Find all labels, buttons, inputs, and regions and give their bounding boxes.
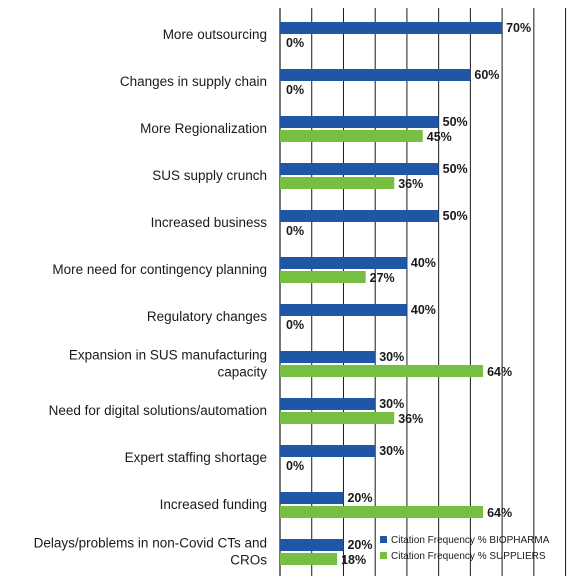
bar-biopharma [280, 304, 407, 316]
category-label-line: SUS supply crunch [152, 168, 267, 183]
category-label-line: Increased funding [160, 497, 267, 512]
bar-biopharma [280, 257, 407, 269]
value-label-biopharma: 50% [443, 162, 468, 176]
category-label: Expert staffing shortage [125, 450, 267, 465]
category-label-line: Regulatory changes [147, 309, 267, 324]
value-label-suppliers: 0% [286, 318, 304, 332]
legend: Citation Frequency % BIOPHARMA Citation … [380, 535, 550, 562]
labels: 70% 0% More outsourcing 60% 0% Changes in sup… [34, 21, 532, 568]
category-label-line: More Regionalization [140, 121, 267, 136]
bar-biopharma [280, 116, 439, 128]
bar-suppliers [280, 271, 366, 283]
value-label-biopharma: 40% [411, 303, 436, 317]
value-label-suppliers: 36% [398, 412, 423, 426]
value-label-suppliers: 0% [286, 459, 304, 473]
gridlines [279, 8, 567, 576]
bar-suppliers [280, 177, 395, 189]
value-label-suppliers: 0% [286, 224, 304, 238]
value-label-suppliers: 36% [398, 177, 423, 191]
bar-biopharma [280, 398, 376, 410]
category-label: SUS supply crunch [152, 168, 267, 183]
value-label-biopharma: 70% [506, 21, 531, 35]
category-label-line: capacity [217, 365, 267, 380]
legend-label-suppliers: Citation Frequency % SUPPLIERS [391, 551, 546, 562]
bar-biopharma [280, 492, 344, 504]
value-label-suppliers: 18% [341, 553, 366, 567]
bar-suppliers [280, 365, 484, 377]
bar-suppliers [280, 506, 484, 518]
value-label-biopharma: 50% [443, 115, 468, 129]
bar-biopharma [280, 163, 439, 175]
bars [280, 22, 503, 565]
category-label-line: More need for contingency planning [52, 262, 267, 277]
category-label: Expansion in SUS manufacturing capacity [69, 348, 267, 380]
value-label-suppliers: 45% [427, 130, 452, 144]
category-label-line: Expert staffing shortage [125, 450, 267, 465]
bar-biopharma [280, 445, 376, 457]
bar-biopharma [280, 210, 439, 222]
value-label-suppliers: 0% [286, 83, 304, 97]
value-label-biopharma: 30% [379, 444, 404, 458]
bar-biopharma [280, 69, 471, 81]
value-label-biopharma: 30% [379, 397, 404, 411]
value-label-biopharma: 60% [474, 68, 499, 82]
category-label-line: Changes in supply chain [120, 74, 267, 89]
category-label-line: Expansion in SUS manufacturing [69, 348, 267, 363]
category-label-line: Need for digital solutions/automation [49, 403, 267, 418]
value-label-suppliers: 64% [487, 365, 512, 379]
bar-biopharma [280, 22, 503, 34]
category-label-line: CROs [230, 553, 267, 568]
value-label-biopharma: 50% [443, 209, 468, 223]
bar-biopharma [280, 351, 376, 363]
category-label-line: Delays/problems in non-Covid CTs and [34, 536, 267, 551]
value-label-suppliers: 0% [286, 36, 304, 50]
bar-suppliers [280, 412, 395, 424]
value-label-biopharma: 40% [411, 256, 436, 270]
category-label: More outsourcing [163, 27, 267, 42]
value-label-suppliers: 64% [487, 506, 512, 520]
bar-suppliers [280, 130, 423, 142]
category-label: Regulatory changes [147, 309, 267, 324]
category-label: Increased funding [160, 497, 267, 512]
value-label-biopharma: 30% [379, 350, 404, 364]
value-label-biopharma: 20% [347, 491, 372, 505]
value-label-suppliers: 27% [370, 271, 395, 285]
category-label: More need for contingency planning [52, 262, 267, 277]
category-label: Need for digital solutions/automation [49, 403, 267, 418]
value-label-biopharma: 20% [347, 538, 372, 552]
category-label: Delays/problems in non-Covid CTs and CROs [34, 536, 268, 568]
category-label-line: More outsourcing [163, 27, 267, 42]
legend-swatch-suppliers [380, 552, 387, 559]
category-label: Changes in supply chain [120, 74, 267, 89]
category-label: More Regionalization [140, 121, 267, 136]
bar-biopharma [280, 539, 344, 551]
bar-suppliers [280, 553, 338, 565]
legend-swatch-biopharma [380, 536, 387, 543]
category-label-line: Increased business [151, 215, 268, 230]
legend-label-biopharma: Citation Frequency % BIOPHARMA [391, 535, 550, 546]
category-label: Increased business [151, 215, 268, 230]
